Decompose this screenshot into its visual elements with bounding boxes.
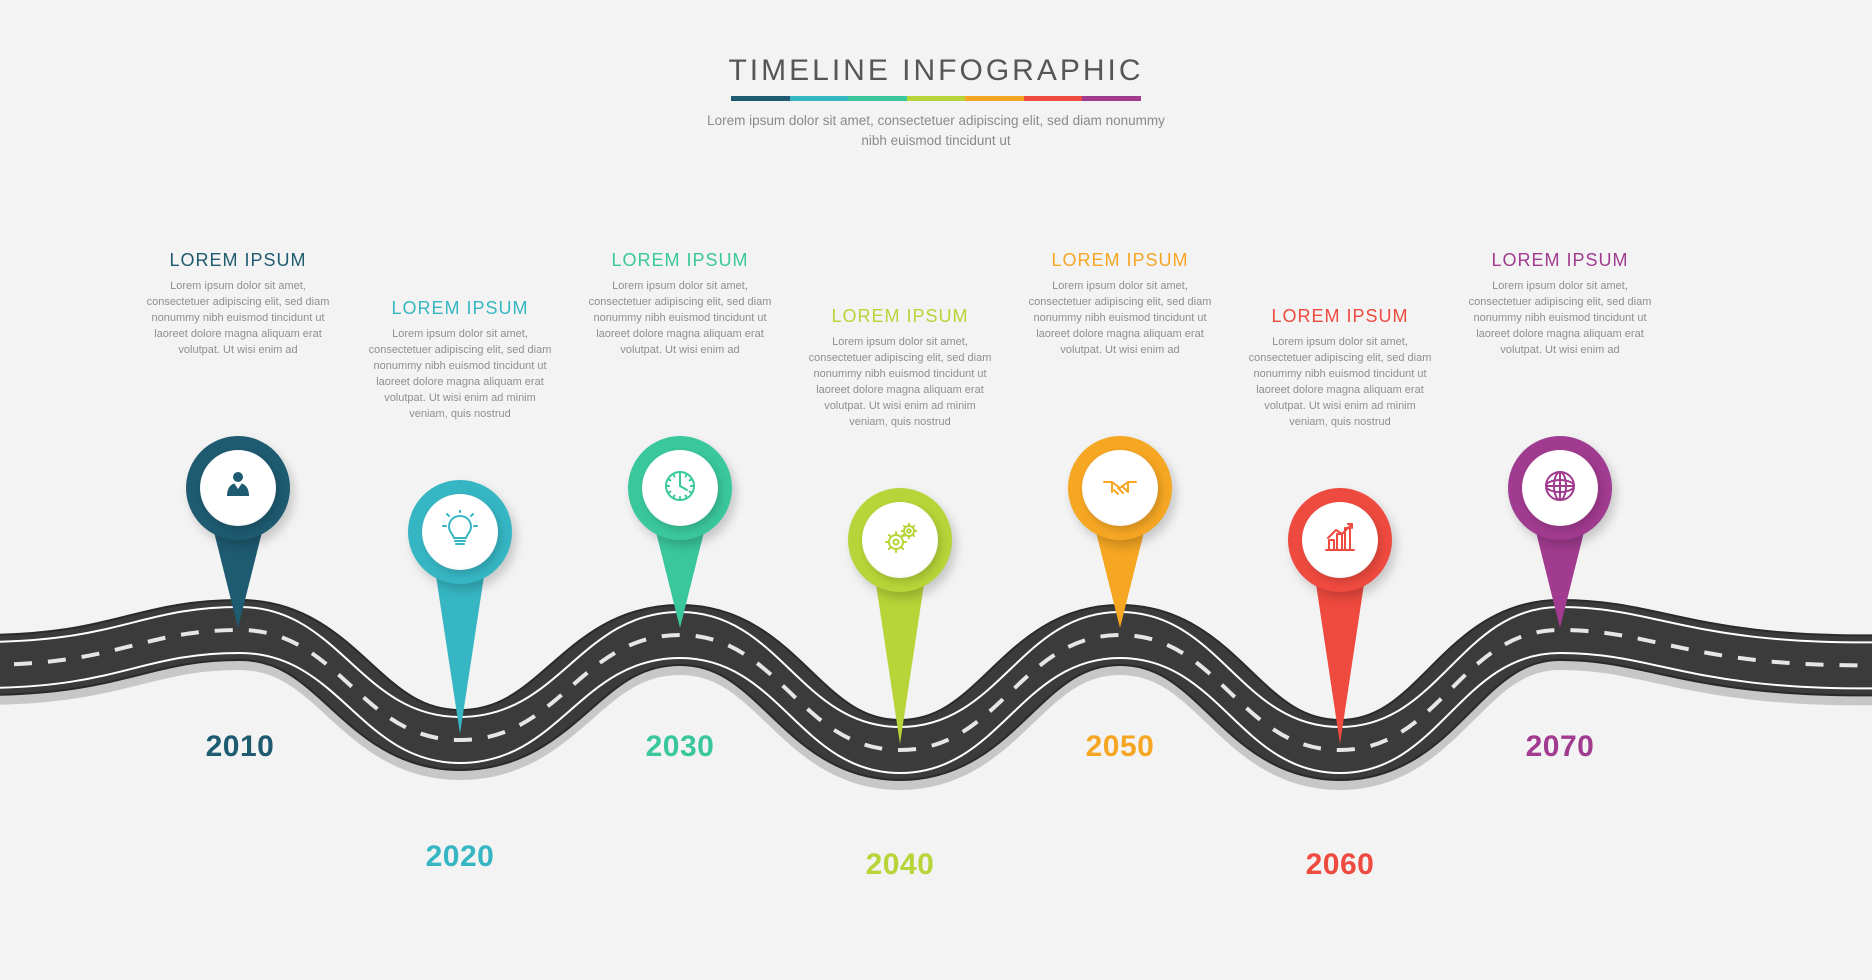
milestone-year-2060: 2060	[1306, 848, 1375, 882]
milestone-body: Lorem ipsum dolor sit amet, consectetuer…	[585, 279, 775, 359]
milestone-heading: LOREM IPSUM	[1230, 306, 1450, 327]
milestone-year-2020: 2020	[426, 840, 495, 874]
pin-tail	[436, 576, 484, 734]
pin-disc	[862, 502, 938, 578]
milestone-body: Lorem ipsum dolor sit amet, consectetuer…	[1245, 335, 1435, 431]
milestone-body: Lorem ipsum dolor sit amet, consectetuer…	[365, 327, 555, 423]
milestone-pin-2020	[405, 480, 515, 660]
pin-disc	[1522, 450, 1598, 526]
milestone-pin-2010	[183, 436, 293, 616]
milestone-heading: LOREM IPSUM	[350, 298, 570, 319]
pin-tail	[1316, 584, 1364, 744]
rainbow-segment	[965, 96, 1024, 101]
milestone-body: Lorem ipsum dolor sit amet, consectetuer…	[1465, 279, 1655, 359]
pin-tail	[1536, 532, 1584, 628]
pin-disc	[1302, 502, 1378, 578]
milestone-body: Lorem ipsum dolor sit amet, consectetuer…	[1025, 279, 1215, 359]
milestone-pin-2030	[625, 436, 735, 616]
person-icon	[218, 466, 258, 511]
milestone-pin-2060	[1285, 488, 1395, 668]
page-subtitle: Lorem ipsum dolor sit amet, consectetuer…	[706, 111, 1166, 150]
milestone-text-2050: LOREM IPSUM Lorem ipsum dolor sit amet, c…	[1010, 250, 1230, 359]
pin-disc	[1082, 450, 1158, 526]
header: TIMELINE INFOGRAPHIC Lorem ipsum dolor s…	[0, 54, 1872, 150]
rainbow-segment	[907, 96, 966, 101]
milestone-pin-2050	[1065, 436, 1175, 616]
milestone-year-2070: 2070	[1526, 730, 1595, 764]
milestone-pin-2070	[1505, 436, 1615, 616]
milestone-text-2030: LOREM IPSUM Lorem ipsum dolor sit amet, c…	[570, 250, 790, 359]
pin-disc	[200, 450, 276, 526]
milestone-text-2040: LOREM IPSUM Lorem ipsum dolor sit amet, c…	[790, 306, 1010, 431]
milestone-year-2050: 2050	[1086, 730, 1155, 764]
page-title: TIMELINE INFOGRAPHIC	[0, 54, 1872, 88]
milestone-year-2040: 2040	[866, 848, 935, 882]
milestone-text-2070: LOREM IPSUM Lorem ipsum dolor sit amet, c…	[1450, 250, 1670, 359]
pin-tail	[656, 532, 704, 628]
milestone-heading: LOREM IPSUM	[1010, 250, 1230, 271]
milestone-year-2030: 2030	[646, 730, 715, 764]
pin-disc	[642, 450, 718, 526]
milestone-body: Lorem ipsum dolor sit amet, consectetuer…	[143, 279, 333, 359]
milestone-year-2010: 2010	[206, 730, 275, 764]
milestone-text-2060: LOREM IPSUM Lorem ipsum dolor sit amet, c…	[1230, 306, 1450, 431]
pin-tail	[1096, 532, 1144, 628]
milestone-pin-2040	[845, 488, 955, 668]
milestone-text-2020: LOREM IPSUM Lorem ipsum dolor sit amet, c…	[350, 298, 570, 423]
milestone-heading: LOREM IPSUM	[128, 250, 348, 271]
gears-icon	[880, 518, 920, 563]
pin-tail	[214, 532, 262, 628]
clock-icon	[660, 466, 700, 511]
milestone-heading: LOREM IPSUM	[790, 306, 1010, 327]
handshake-icon	[1100, 466, 1140, 511]
barchart-icon	[1320, 518, 1360, 563]
milestone-heading: LOREM IPSUM	[570, 250, 790, 271]
rainbow-segment	[848, 96, 907, 101]
infographic-stage: TIMELINE INFOGRAPHIC Lorem ipsum dolor s…	[0, 0, 1872, 980]
rainbow-segment	[1082, 96, 1141, 101]
pin-tail	[876, 584, 924, 744]
rainbow-underline	[731, 96, 1141, 101]
rainbow-segment	[1024, 96, 1083, 101]
milestone-text-2010: LOREM IPSUM Lorem ipsum dolor sit amet, c…	[128, 250, 348, 359]
rainbow-segment	[790, 96, 849, 101]
milestone-heading: LOREM IPSUM	[1450, 250, 1670, 271]
rainbow-segment	[731, 96, 790, 101]
bulb-icon	[440, 510, 480, 555]
globe-icon	[1540, 466, 1580, 511]
milestone-body: Lorem ipsum dolor sit amet, consectetuer…	[805, 335, 995, 431]
pin-disc	[422, 494, 498, 570]
